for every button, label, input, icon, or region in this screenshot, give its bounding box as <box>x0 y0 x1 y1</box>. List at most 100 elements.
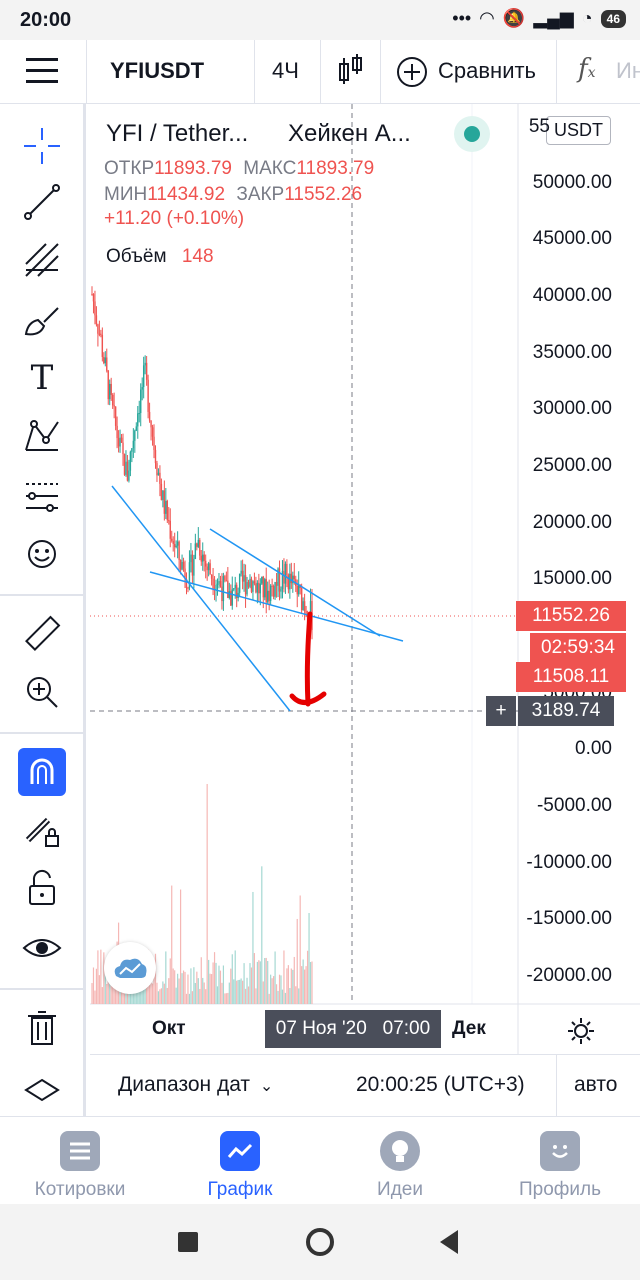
auto-scale-button[interactable]: авто <box>574 1073 618 1096</box>
volume-bar <box>261 866 263 1004</box>
lock-drawing-icon[interactable] <box>18 806 66 854</box>
wifi-icon: ◔ <box>581 8 593 28</box>
add-compare-icon[interactable] <box>396 56 428 93</box>
candle-body <box>153 436 155 450</box>
clock-timezone-button[interactable]: 20:00:25 (UTC+3) <box>356 1073 525 1096</box>
candle-body <box>156 463 158 476</box>
market-status-icon[interactable] <box>454 116 490 152</box>
volume-bar <box>244 988 247 1004</box>
nav-ideas[interactable]: Идеи <box>330 1125 470 1201</box>
volume-bar <box>295 986 297 1004</box>
legend-chart-style[interactable]: Хейкен А... <box>288 120 411 147</box>
pattern-icon[interactable] <box>18 412 66 460</box>
volume-bar <box>289 987 291 1004</box>
settings-gear-icon[interactable] <box>566 1016 596 1051</box>
candle-body <box>203 554 205 561</box>
chart-pane[interactable]: YFI / Tether... Хейкен А... ОТКР11893.79… <box>90 104 640 1054</box>
home-icon[interactable] <box>306 1228 334 1256</box>
candle-body <box>300 588 303 611</box>
volume-bar <box>224 993 226 1004</box>
status-bar: 20:00 ••• ◠ 🔕 ▂▄▆ ◔ 46 <box>0 0 640 40</box>
nav-profile[interactable]: Профиль <box>490 1125 630 1201</box>
interval-button[interactable]: 4Ч <box>272 58 299 83</box>
status-time: 20:00 <box>20 9 72 31</box>
candle-body <box>271 585 273 587</box>
pitchfork-icon[interactable] <box>18 236 66 284</box>
legend-low-value: 11434.92 <box>147 184 226 205</box>
currency-badge[interactable]: USDT <box>546 116 611 145</box>
volume-bar <box>209 973 211 1004</box>
candle-body <box>244 575 247 595</box>
zoom-in-icon[interactable] <box>18 668 66 716</box>
candle-body <box>137 413 139 427</box>
layers-icon[interactable] <box>18 1076 66 1112</box>
candle-body <box>252 581 254 592</box>
eye-icon[interactable] <box>18 924 66 972</box>
candle-body <box>94 301 96 316</box>
date-range-button[interactable]: Диапазон дат ⌄ <box>118 1073 273 1097</box>
candle-body <box>175 545 177 548</box>
brush-icon[interactable] <box>18 296 66 344</box>
trash-icon[interactable] <box>18 1004 66 1052</box>
volume-bar <box>165 951 167 1004</box>
indicators-label[interactable]: Ин <box>616 58 640 83</box>
magnet-icon[interactable] <box>18 748 66 796</box>
crosshair-icon[interactable] <box>18 122 66 170</box>
volume-bar <box>305 966 307 1004</box>
candle-body <box>91 293 93 295</box>
candle-body <box>129 451 132 471</box>
countdown-tag: 02:59:34 <box>530 633 626 663</box>
volume-bar <box>168 978 170 1004</box>
price-scale-label: -10000.00 <box>526 852 612 873</box>
volume-bar <box>205 989 207 1004</box>
toolbar-divider <box>380 40 381 104</box>
candlestick-series <box>91 286 313 640</box>
back-icon[interactable] <box>440 1230 458 1254</box>
volume-bar <box>103 952 105 1004</box>
candle-body <box>166 500 169 521</box>
nav-quotes[interactable]: Котировки <box>10 1125 150 1201</box>
candle-body <box>97 324 99 334</box>
crosshair-add-button[interactable]: + <box>486 696 516 726</box>
nav-chart[interactable]: График <box>170 1125 310 1201</box>
logo-button[interactable] <box>104 942 156 994</box>
volume-bar <box>109 971 111 1004</box>
candle-body <box>280 588 282 592</box>
candle-body <box>241 570 244 582</box>
candle-body <box>243 575 245 582</box>
candle-body <box>122 442 124 455</box>
trend-line-lower <box>111 485 291 712</box>
volume-bar <box>153 976 155 1004</box>
candle-body <box>119 437 121 447</box>
recents-icon[interactable] <box>178 1232 198 1252</box>
unlock-icon[interactable] <box>18 864 66 912</box>
candle-body <box>165 500 167 514</box>
signal-icon: ▂▄▆ <box>533 8 574 28</box>
candle-body <box>100 333 102 335</box>
text-tool-icon[interactable]: T <box>30 358 54 398</box>
indicators-icon[interactable]: fx <box>578 54 596 84</box>
menu-icon[interactable] <box>26 58 58 86</box>
legend-low-label: МИН <box>104 184 148 205</box>
volume-bar <box>274 951 276 1004</box>
volume-bar <box>222 965 225 1004</box>
volume-bar <box>240 978 242 1004</box>
symbol-button[interactable]: YFIUSDT <box>110 58 205 83</box>
volume-bar <box>199 988 201 1004</box>
compare-button[interactable]: Сравнить <box>438 58 537 83</box>
candles-icon[interactable] <box>338 54 364 93</box>
legend-title[interactable]: YFI / Tether... <box>106 120 249 147</box>
nav-chart-label: График <box>207 1179 273 1200</box>
candle-body <box>298 584 300 595</box>
candle-body <box>150 420 152 428</box>
volume-bar <box>174 970 176 1004</box>
prediction-icon[interactable] <box>18 472 66 520</box>
volume-bar <box>202 977 204 1004</box>
volume-bar <box>160 988 162 1004</box>
candle-body <box>204 560 207 567</box>
trend-line-icon[interactable] <box>18 178 66 226</box>
ruler-icon[interactable] <box>18 610 66 658</box>
candle-body <box>111 394 114 406</box>
volume-bar <box>302 959 304 1004</box>
emoji-icon[interactable] <box>18 530 66 578</box>
